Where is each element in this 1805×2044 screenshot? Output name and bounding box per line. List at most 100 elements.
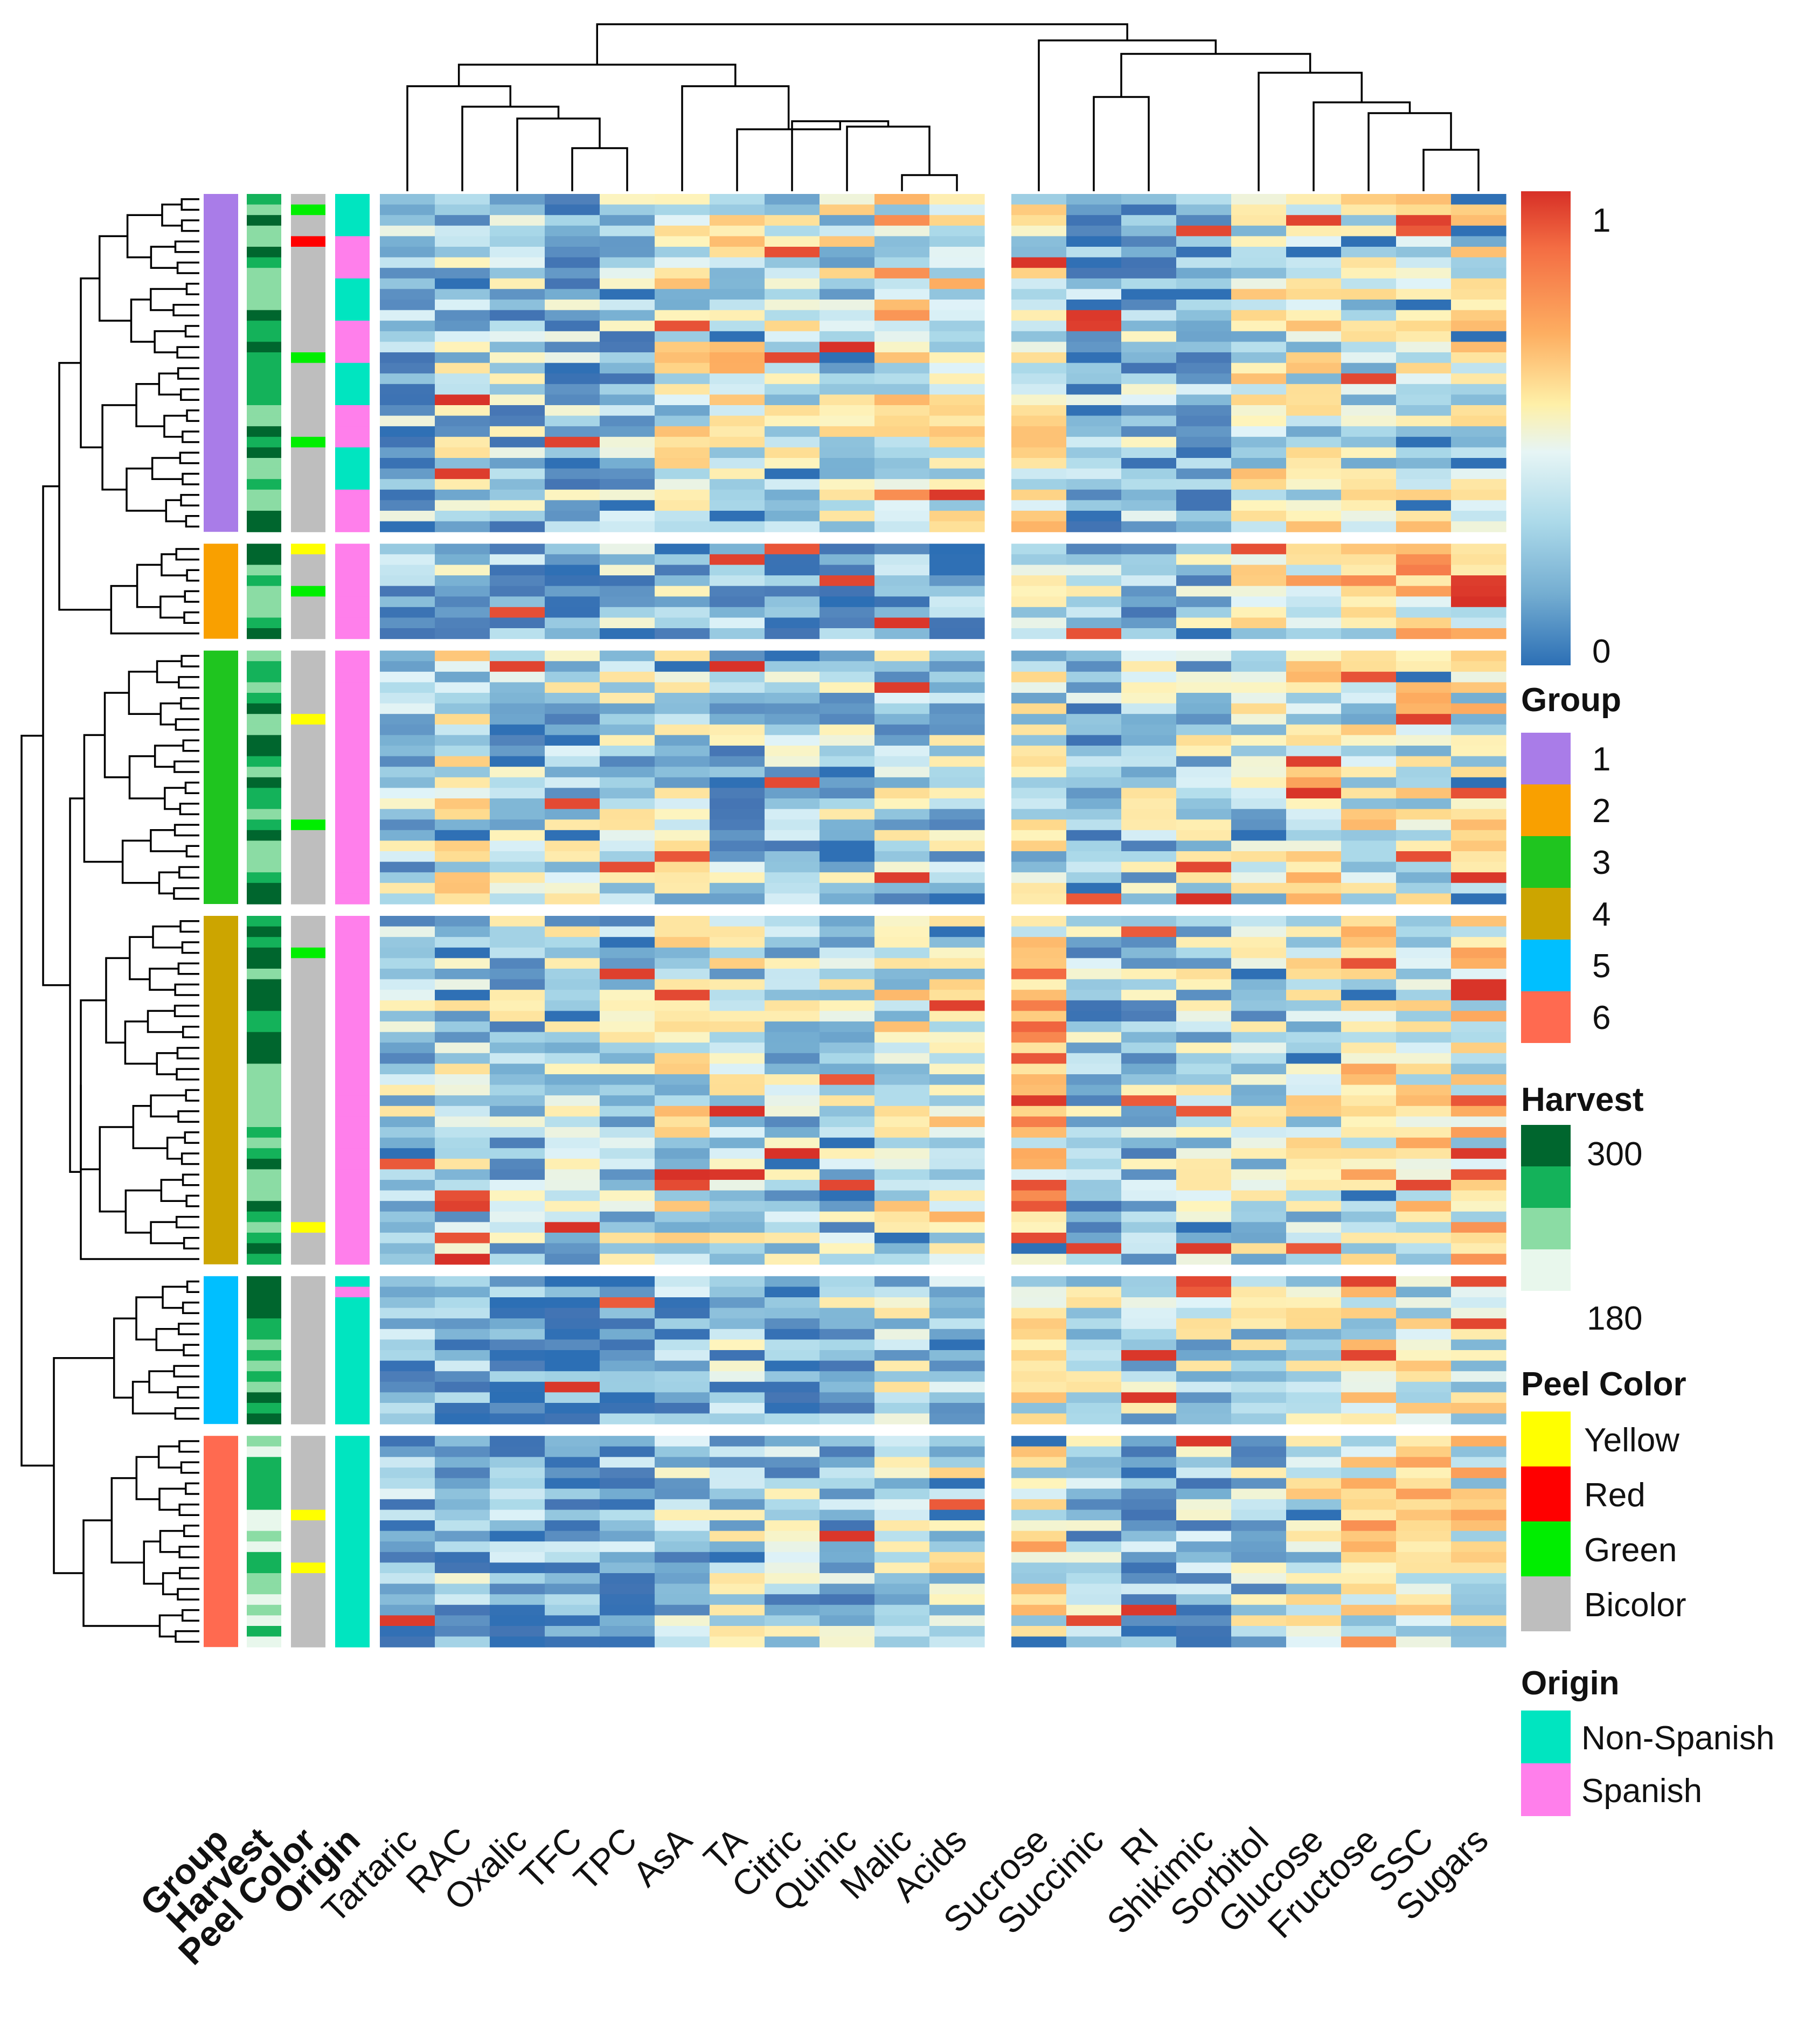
heat-cell-ta [710, 882, 765, 894]
heat-cell-oxalic [490, 436, 545, 448]
heat-cell-ta [710, 352, 765, 364]
heat-cell-rac [435, 958, 490, 969]
heat-cell-sucrose [1011, 1413, 1067, 1424]
harvest-annotation [247, 415, 281, 427]
heat-cell-tfc [545, 1520, 600, 1532]
origin-annotation [335, 1510, 370, 1521]
heat-cell-ri [1121, 278, 1177, 289]
heat-cell-fructose [1341, 1201, 1397, 1212]
heat-cell-oxalic [490, 1032, 545, 1043]
heat-cell-shikimic [1176, 628, 1232, 639]
heat-cell-glucose [1286, 1520, 1342, 1532]
heat-cell-citric [765, 1510, 820, 1521]
heat-cell-fructose [1341, 194, 1397, 205]
heat-cell-fructose [1341, 882, 1397, 894]
heat-cell-ri [1121, 851, 1177, 863]
dendrogram-link [180, 493, 199, 506]
dendrogram-link [163, 414, 188, 438]
heat-cell-shikimic [1176, 247, 1232, 258]
heat-cell-fructose [1341, 1222, 1397, 1233]
heat-cell-quinic [820, 1403, 875, 1414]
heat-cell-tpc [600, 1573, 655, 1584]
heat-cell-asa [655, 1243, 710, 1254]
heat-cell-malic [874, 840, 930, 852]
heat-cell-ssc [1396, 840, 1452, 852]
heat-cell-rac [435, 1436, 490, 1447]
harvest-annotation [247, 830, 281, 841]
heat-cell-tartaric [380, 756, 435, 767]
heat-cell-malic [874, 342, 930, 353]
heat-cell-tpc [600, 1106, 655, 1117]
heat-cell-sucrose [1011, 1594, 1067, 1605]
heat-cell-tartaric [380, 617, 435, 629]
heat-cell-sorbitol [1231, 426, 1287, 437]
heat-cell-succinic [1066, 1615, 1122, 1626]
heat-cell-sucrose [1011, 458, 1067, 469]
heat-cell-tpc [600, 777, 655, 788]
heat-cell-ta [710, 321, 765, 332]
heat-cell-acids [929, 554, 985, 565]
heat-cell-citric [765, 225, 820, 237]
heat-cell-ssc [1396, 682, 1452, 693]
heat-cell-sorbitol [1231, 937, 1287, 948]
heat-cell-acids [929, 1127, 985, 1138]
heat-cell-succinic [1066, 1180, 1122, 1191]
heat-cell-succinic [1066, 1594, 1122, 1605]
heat-cell-quinic [820, 926, 875, 937]
heat-cell-tartaric [380, 926, 435, 937]
heat-cell-ri [1121, 1169, 1177, 1180]
heat-cell-rac [435, 1169, 490, 1180]
heat-cell-quinic [820, 872, 875, 884]
heat-cell-oxalic [490, 703, 545, 714]
origin-annotation [335, 809, 370, 820]
heat-cell-acids [929, 661, 985, 672]
heat-cell-sugars [1451, 872, 1507, 884]
heat-cell-glucose [1286, 735, 1342, 746]
heat-cell-tartaric [380, 1254, 435, 1265]
heat-cell-shikimic [1176, 436, 1232, 448]
heat-cell-rac [435, 436, 490, 448]
heat-cell-shikimic [1176, 798, 1232, 810]
heat-cell-sorbitol [1231, 247, 1287, 258]
heat-cell-succinic [1066, 861, 1122, 873]
heat-cell-rac [435, 1211, 490, 1222]
heat-cell-citric [765, 830, 820, 841]
harvest-annotation [247, 1403, 281, 1414]
heat-cell-tartaric [380, 565, 435, 576]
heat-cell-ri [1121, 1436, 1177, 1447]
heat-cell-sorbitol [1231, 363, 1287, 374]
heat-cell-ri [1121, 215, 1177, 226]
heat-cell-tpc [600, 937, 655, 948]
heat-cell-succinic [1066, 1169, 1122, 1180]
heat-cell-acids [929, 1531, 985, 1542]
heat-cell-malic [874, 1106, 930, 1117]
harvest-annotation [247, 1254, 281, 1265]
heat-cell-fructose [1341, 1106, 1397, 1117]
heat-cell-quinic [820, 300, 875, 311]
dendrogram-link [516, 117, 601, 191]
heat-cell-quinic [820, 586, 875, 597]
heat-cell-glucose [1286, 394, 1342, 406]
peel-color-annotation [291, 1148, 325, 1159]
heat-cell-shikimic [1176, 703, 1232, 714]
heat-cell-ri [1121, 916, 1177, 927]
heat-cell-sugars [1451, 937, 1507, 948]
heat-cell-quinic [820, 661, 875, 672]
peel-color-annotation [291, 268, 325, 279]
heat-cell-rac [435, 1297, 490, 1309]
heat-cell-tfc [545, 1137, 600, 1149]
origin-annotation [335, 1371, 370, 1382]
heat-cell-fructose [1341, 247, 1397, 258]
heat-cell-sorbitol [1231, 1169, 1287, 1180]
heat-cell-quinic [820, 204, 875, 215]
heat-cell-sugars [1451, 1541, 1507, 1553]
heat-cell-tpc [600, 426, 655, 437]
heat-cell-fructose [1341, 1095, 1397, 1107]
peel-color-annotation [291, 1329, 325, 1340]
heat-cell-tartaric [380, 830, 435, 841]
peel-color-annotation [291, 882, 325, 894]
heat-cell-rac [435, 300, 490, 311]
heat-cell-sorbitol [1231, 617, 1287, 629]
heat-cell-acids [929, 1276, 985, 1287]
heat-cell-sucrose [1011, 1318, 1067, 1330]
